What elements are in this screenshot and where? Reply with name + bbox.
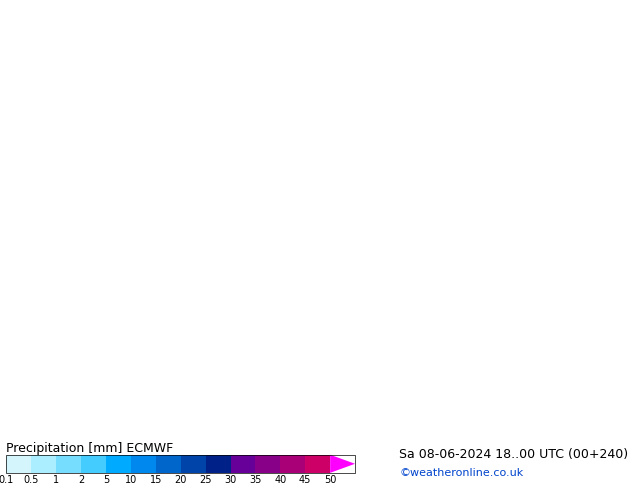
Text: 0.5: 0.5 — [23, 475, 39, 485]
Text: 40: 40 — [274, 475, 287, 485]
Text: 35: 35 — [249, 475, 262, 485]
Text: 0.1: 0.1 — [0, 475, 14, 485]
Text: 45: 45 — [299, 475, 311, 485]
Polygon shape — [330, 455, 355, 473]
Bar — [6, 455, 31, 473]
Bar — [131, 455, 156, 473]
Text: 25: 25 — [199, 475, 212, 485]
Bar — [305, 455, 330, 473]
Text: 15: 15 — [150, 475, 162, 485]
Text: 2: 2 — [78, 475, 84, 485]
Text: 30: 30 — [224, 475, 236, 485]
Text: ©weatheronline.co.uk: ©weatheronline.co.uk — [399, 468, 524, 478]
Bar — [181, 455, 205, 473]
Bar — [280, 455, 305, 473]
Text: Sa 08-06-2024 18..00 UTC (00+240): Sa 08-06-2024 18..00 UTC (00+240) — [399, 448, 628, 462]
Text: 50: 50 — [324, 475, 336, 485]
Text: Precipitation [mm] ECMWF: Precipitation [mm] ECMWF — [6, 442, 174, 455]
Bar — [231, 455, 256, 473]
Bar — [81, 455, 106, 473]
Bar — [256, 455, 280, 473]
Text: 20: 20 — [174, 475, 187, 485]
Bar — [56, 455, 81, 473]
Text: 5: 5 — [103, 475, 109, 485]
Bar — [6, 455, 355, 473]
Text: 1: 1 — [53, 475, 59, 485]
Bar — [31, 455, 56, 473]
Text: 10: 10 — [125, 475, 137, 485]
Bar — [156, 455, 181, 473]
Bar — [205, 455, 231, 473]
Bar — [106, 455, 131, 473]
